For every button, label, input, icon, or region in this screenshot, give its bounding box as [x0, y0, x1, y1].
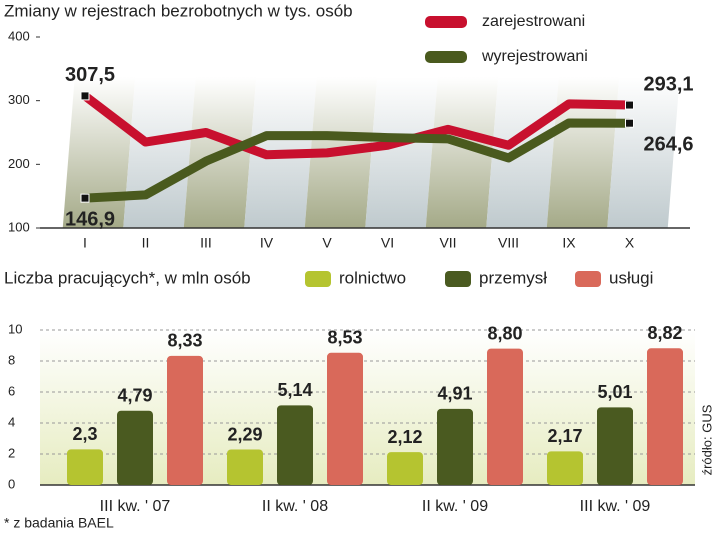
data-label: 5,01: [597, 382, 632, 402]
y-tick-label: 10: [8, 321, 22, 336]
data-label: 8,80: [487, 323, 522, 343]
data-label: 2,3: [72, 424, 97, 444]
data-label: 5,14: [277, 380, 312, 400]
x-tick-label: III kw. ' 09: [580, 498, 651, 515]
bar: [67, 449, 103, 485]
x-tick-label: V: [322, 235, 332, 251]
bar: [547, 451, 583, 485]
data-label: 2,29: [227, 424, 262, 444]
y-tick-label: 6: [8, 383, 15, 398]
x-tick-label: X: [625, 235, 635, 251]
bar: [227, 449, 263, 485]
background-band: [123, 77, 196, 228]
legend-label: usługi: [609, 268, 653, 287]
legend-swatch: [305, 271, 331, 287]
background-band: [62, 77, 136, 228]
x-tick-label: VII: [439, 235, 456, 251]
data-label: 2,17: [547, 426, 582, 446]
y-tick-label: 300: [8, 92, 30, 107]
y-tick-label: 2: [8, 445, 15, 460]
data-label: 2,12: [387, 427, 422, 447]
x-tick-label: II kw. ' 09: [422, 498, 488, 515]
y-tick-label: 4: [8, 414, 15, 429]
data-label: 307,5: [65, 64, 115, 86]
bar: [117, 410, 153, 485]
point-marker: [625, 100, 634, 110]
data-label: 8,53: [327, 328, 362, 348]
point-marker: [625, 118, 634, 128]
bar: [277, 405, 313, 485]
footnote: * z badania BAEL: [4, 515, 114, 531]
x-tick-label: VI: [381, 235, 394, 251]
data-label: 8,82: [647, 323, 682, 343]
y-tick-label: 200: [8, 156, 30, 171]
data-label: 4,91: [437, 384, 472, 404]
x-tick-label: II kw. ' 08: [262, 498, 328, 515]
x-tick-label: III kw. ' 07: [100, 498, 171, 515]
line-series: [84, 118, 630, 203]
source: źródło: GUS: [699, 404, 714, 475]
x-tick-label: VIII: [498, 235, 519, 251]
bar: [487, 348, 523, 485]
bar: [647, 348, 683, 485]
y-tick-label: 0: [8, 476, 15, 491]
bar: [327, 352, 363, 485]
background-band: [607, 77, 680, 228]
chart-title: Zmiany w rejestrach bezrobotnych w tys. …: [4, 1, 353, 20]
legend-swatch: [425, 16, 467, 28]
x-tick-label: II: [142, 235, 150, 251]
legend-swatch: [445, 271, 471, 287]
x-tick-label: III: [200, 235, 212, 251]
line-series: [82, 92, 630, 160]
bar: [167, 355, 203, 485]
bar: [437, 408, 473, 485]
data-label: 4,79: [117, 386, 152, 406]
y-tick-label: 8: [8, 352, 15, 367]
legend-swatch: [575, 271, 601, 287]
background-band: [425, 77, 499, 228]
chart-title: Liczba pracujących*, w mln osób: [4, 268, 251, 287]
bar: [597, 407, 633, 485]
legend-label: rolnictwo: [339, 268, 406, 287]
legend-swatch: [425, 51, 467, 63]
data-label: 8,33: [167, 331, 202, 351]
y-tick-label: 100: [8, 219, 30, 234]
x-tick-label: IX: [562, 235, 576, 251]
point-marker: [80, 91, 90, 101]
data-label: 293,1: [644, 73, 694, 95]
data-label: 264,6: [644, 133, 694, 155]
data-label: 146,9: [65, 208, 115, 230]
legend-label: przemysł: [479, 268, 547, 287]
x-tick-label: I: [83, 235, 87, 251]
bar: [387, 452, 423, 485]
x-tick-label: IV: [260, 235, 274, 251]
point-marker: [80, 193, 90, 203]
y-tick-label: 400: [8, 28, 30, 43]
legend-label: wyrejestrowani: [481, 48, 588, 65]
background-band: [365, 77, 438, 228]
legend-label: zarejestrowani: [482, 13, 585, 30]
background-band: [546, 77, 620, 228]
